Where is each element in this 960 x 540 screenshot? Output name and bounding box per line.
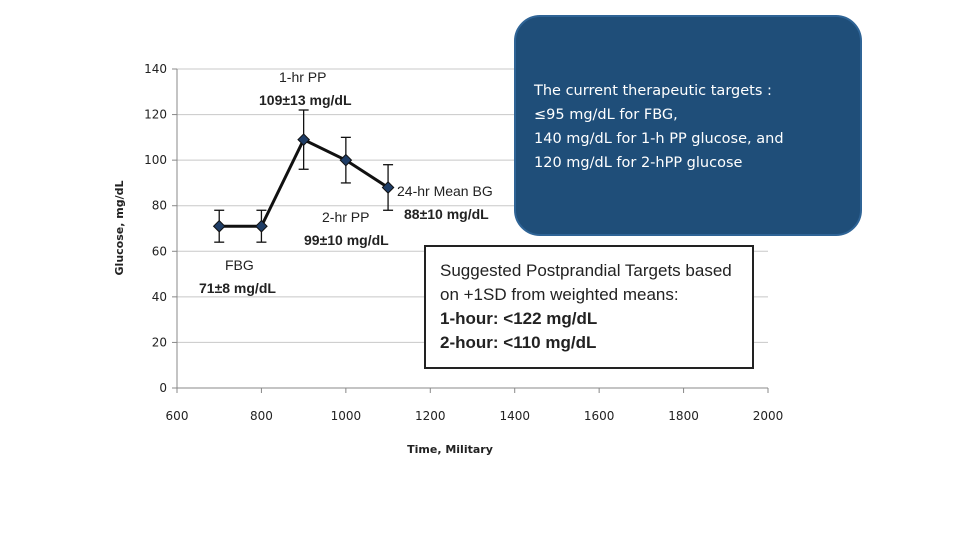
therapeutic-targets-callout: The current therapeutic targets : ≤95 mg…	[514, 15, 862, 236]
annotation-1hr-value: 109±13 mg/dL	[259, 92, 352, 108]
y-tick-label: 80	[152, 199, 167, 213]
x-tick-label: 1400	[499, 409, 530, 423]
annotation-24hr-value: 88±10 mg/dL	[404, 206, 489, 222]
x-tick-label: 800	[250, 409, 273, 423]
x-tick-labels: 600 800 1000 1200 1400 1600 1800 2000	[166, 409, 784, 423]
x-tick-label: 1200	[415, 409, 446, 423]
y-axis-title: Glucose, mg/dL	[113, 181, 126, 276]
x-tick-label: 1000	[331, 409, 362, 423]
x-tick-label: 1600	[584, 409, 615, 423]
annotation-2hr-label: 2-hr PP	[322, 209, 369, 225]
x-tick-label: 1800	[668, 409, 699, 423]
targets-line-2: on +1SD from weighted means:	[440, 285, 679, 304]
x-axis-title: Time, Military	[407, 443, 493, 456]
callout-line-2: ≤95 mg/dL for FBG,	[534, 107, 678, 123]
targets-line-4: 2-hour: <110 mg/dL	[440, 333, 597, 352]
y-tick-label: 0	[159, 381, 167, 395]
y-tick-label: 60	[152, 244, 167, 258]
annotation-fbg-value: 71±8 mg/dL	[199, 280, 276, 296]
callout-line-1: The current therapeutic targets :	[534, 83, 772, 99]
data-points	[212, 133, 395, 233]
y-tick-label: 100	[144, 153, 167, 167]
y-tick-label: 20	[152, 335, 167, 349]
y-tick-label: 120	[144, 108, 167, 122]
data-point	[339, 153, 353, 167]
targets-line-1: Suggested Postprandial Targets based	[440, 261, 732, 280]
data-point	[255, 219, 268, 233]
annotation-fbg-label: FBG	[225, 257, 254, 273]
data-point	[381, 181, 395, 194]
y-tick-labels: 0 20 40 60 80 100 120 140	[144, 62, 167, 395]
annotation-24hr-label: 24-hr Mean BG	[397, 183, 493, 199]
annotation-2hr-value: 99±10 mg/dL	[304, 232, 389, 248]
annotation-1hr-label: 1-hr PP	[279, 69, 326, 85]
callout-line-3: 140 mg/dL for 1-h PP glucose, and	[534, 131, 784, 147]
data-point	[212, 219, 226, 233]
data-point	[297, 133, 311, 146]
targets-line-3: 1-hour: <122 mg/dL	[440, 309, 598, 328]
callout-line-4: 120 mg/dL for 2-hPP glucose	[534, 155, 743, 171]
suggested-targets-box: Suggested Postprandial Targets based on …	[424, 245, 754, 369]
y-tick-label: 40	[152, 290, 167, 304]
y-tick-label: 140	[144, 62, 167, 76]
x-tick-label: 2000	[753, 409, 784, 423]
x-tick-label: 600	[166, 409, 189, 423]
